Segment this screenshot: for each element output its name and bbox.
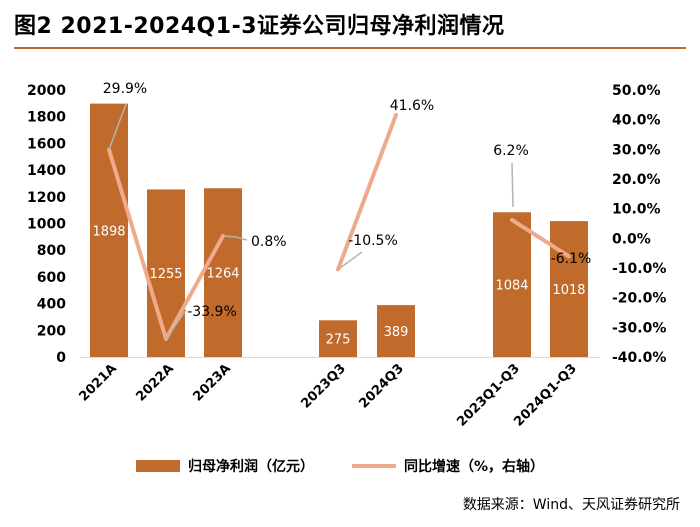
label-leader-line bbox=[222, 235, 248, 241]
bar-value-label: 1255 bbox=[149, 267, 182, 282]
bar bbox=[377, 305, 415, 357]
bar bbox=[147, 189, 185, 357]
label-leader-line bbox=[337, 251, 363, 271]
growth-value-label: 29.9% bbox=[103, 81, 147, 97]
label-leader-line bbox=[511, 162, 514, 208]
bar bbox=[319, 320, 357, 357]
y-right-tick: -20.0% bbox=[612, 291, 666, 307]
growth-line-segment bbox=[510, 217, 571, 259]
y-right-tick: 10.0% bbox=[612, 202, 661, 218]
growth-value-label: -10.5% bbox=[348, 233, 398, 249]
bar bbox=[550, 221, 588, 357]
x-category-label: 2022A bbox=[134, 361, 177, 404]
growth-value-label: -6.1% bbox=[551, 251, 592, 267]
y-left-tick: 600 bbox=[37, 270, 66, 286]
y-left-tick: 200 bbox=[37, 323, 66, 339]
bar-value-label: 275 bbox=[326, 333, 351, 348]
bar-value-label: 1018 bbox=[552, 283, 585, 298]
legend-bar-label: 归母净利润（亿元） bbox=[188, 458, 314, 475]
bar bbox=[90, 103, 128, 357]
title-underline bbox=[14, 47, 686, 49]
y-right-tick: 20.0% bbox=[612, 172, 661, 188]
y-right-tick: -40.0% bbox=[612, 350, 666, 366]
x-category-label: 2023Q3 bbox=[298, 361, 348, 411]
y-left-tick: 2000 bbox=[27, 83, 66, 99]
label-leader-line bbox=[108, 103, 127, 150]
legend: 归母净利润（亿元） 同比增速（%，右轴） bbox=[136, 458, 544, 475]
chart-title: 图2 2021-2024Q1-3证券公司归母净利润情况 bbox=[14, 14, 505, 39]
bar-value-label: 1084 bbox=[495, 279, 528, 294]
growth-value-label: 0.8% bbox=[251, 234, 287, 250]
y-left-tick: 1000 bbox=[27, 217, 66, 233]
source-note: 数据来源：Wind、天风证券研究所 bbox=[462, 497, 680, 513]
bar bbox=[204, 188, 242, 357]
y-left-tick: 1400 bbox=[27, 163, 66, 179]
y-left-tick: 1800 bbox=[27, 110, 66, 126]
x-category-label: 2023A bbox=[191, 361, 234, 404]
y-left-tick: 800 bbox=[37, 243, 66, 259]
bar-value-label: 1898 bbox=[92, 224, 125, 239]
label-leader-line bbox=[165, 309, 187, 340]
y-left-tick: 400 bbox=[37, 297, 66, 313]
y-right-tick: 40.0% bbox=[612, 113, 661, 129]
y-left-tick: 0 bbox=[56, 350, 66, 366]
x-category-label: 2021A bbox=[77, 361, 120, 404]
growth-value-label: 41.6% bbox=[390, 98, 434, 114]
legend-line-label: 同比增速（%，右轴） bbox=[404, 458, 544, 475]
bar bbox=[493, 212, 531, 357]
y-left-tick: 1200 bbox=[27, 190, 66, 206]
bars bbox=[90, 103, 588, 357]
growth-line-segment bbox=[336, 112, 398, 272]
legend-bar-swatch bbox=[136, 460, 180, 472]
y-right-tick: -30.0% bbox=[612, 320, 666, 336]
y-right-tick: 50.0% bbox=[612, 83, 661, 99]
bar-value-label: 389 bbox=[384, 325, 409, 340]
y-right-tick: 0.0% bbox=[612, 231, 651, 247]
bar-value-label: 1264 bbox=[206, 267, 239, 282]
y-right-tick: 30.0% bbox=[612, 142, 661, 158]
y-right-tick: -10.0% bbox=[612, 261, 666, 277]
y-left-tick: 1600 bbox=[27, 136, 66, 152]
data-labels: 1898 1255 1264 275 389 1084 1018 29.9% -33.9% 0.8… bbox=[92, 81, 591, 348]
growth-value-label: 6.2% bbox=[493, 143, 529, 159]
growth-value-label: -33.9% bbox=[187, 304, 237, 320]
x-category-label: 2024Q3 bbox=[356, 361, 406, 411]
